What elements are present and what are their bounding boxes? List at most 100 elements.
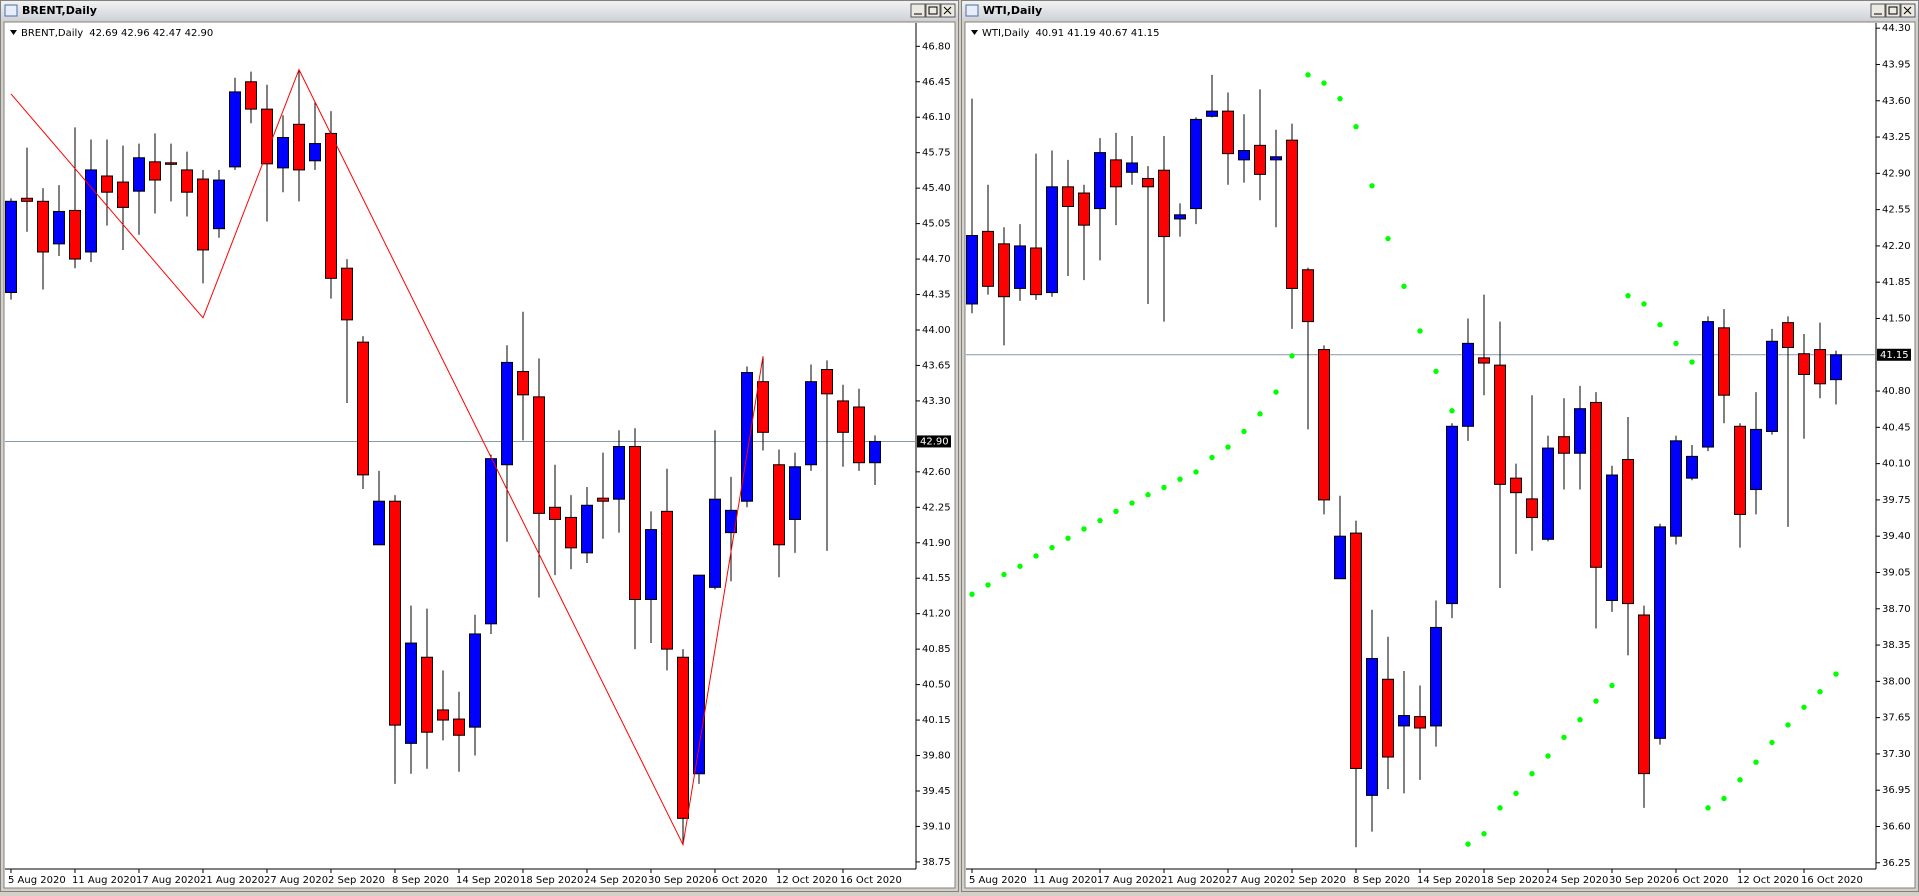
psar-dot — [1817, 689, 1823, 695]
zigzag-line — [10, 68, 764, 847]
candle-body — [757, 381, 769, 433]
psar-dot — [1481, 831, 1487, 837]
candle-body — [1638, 614, 1650, 775]
y-tick-label: 36.95 — [1882, 785, 1911, 796]
header-arrow — [971, 30, 978, 35]
candle-body — [1382, 678, 1394, 758]
x-tick-label: 27 Aug 2020 — [1225, 875, 1289, 886]
minimize-button[interactable] — [910, 3, 926, 18]
psar-dot — [985, 582, 991, 588]
candle-body — [37, 200, 49, 253]
title-bar — [1, 1, 958, 20]
candle-body — [1126, 162, 1138, 173]
psar-dot — [1257, 411, 1263, 417]
psar-dot — [1225, 444, 1231, 450]
y-tick-label: 39.75 — [1882, 495, 1911, 506]
maximize-button[interactable] — [925, 3, 941, 18]
candle-body — [149, 161, 161, 181]
psar-dot — [1177, 476, 1183, 482]
psar-dot — [1641, 301, 1647, 307]
psar-dot — [1193, 469, 1199, 475]
plot — [966, 72, 1876, 848]
y-tick-label: 46.10 — [922, 112, 951, 123]
x-tick-label: 27 Aug 2020 — [264, 875, 328, 886]
candle-body — [805, 381, 817, 466]
psar-dot — [1689, 359, 1695, 365]
plot — [5, 68, 916, 847]
psar-dot — [1385, 235, 1391, 242]
window-title: BRENT,Daily — [22, 4, 97, 17]
candle-body — [725, 509, 737, 534]
psar-dot — [969, 591, 975, 597]
psar-dot — [1001, 571, 1007, 578]
x-tick-label: 12 Oct 2020 — [1737, 875, 1799, 886]
psar-dot — [1785, 722, 1791, 728]
candle-body — [277, 136, 289, 169]
candle-body — [982, 230, 994, 287]
candle-body — [709, 498, 721, 588]
candle-body — [117, 181, 129, 208]
candle-body — [1414, 716, 1426, 729]
y-tick-label: 46.45 — [922, 77, 951, 88]
y-tick-label: 41.50 — [1882, 313, 1911, 324]
y-tick-label: 43.65 — [922, 360, 951, 371]
candle-body — [677, 656, 689, 819]
candle-body — [309, 143, 321, 162]
candle-body — [357, 341, 369, 476]
candle-body — [966, 235, 978, 305]
candle-body — [1574, 408, 1586, 454]
candle-body — [1446, 425, 1458, 605]
psar-dot — [1433, 368, 1439, 375]
psar-dot — [1577, 717, 1583, 723]
psar-dot — [1209, 454, 1215, 461]
y-tick-label: 38.70 — [1882, 604, 1911, 615]
psar-dot — [1369, 183, 1375, 189]
candle-body — [837, 400, 849, 433]
psar-dot — [1353, 123, 1359, 130]
candle-body — [1654, 526, 1666, 739]
candle-body — [261, 108, 273, 165]
candle-body — [1366, 658, 1378, 796]
x-tick-label: 8 Sep 2020 — [1353, 875, 1410, 886]
y-tick-label: 36.60 — [1882, 821, 1911, 832]
psar-dot — [1305, 72, 1311, 78]
minimize-button[interactable] — [1870, 3, 1886, 18]
x-tick-label: 11 Aug 2020 — [1033, 875, 1097, 886]
psar-dot — [1833, 671, 1839, 677]
candle-body — [1798, 353, 1810, 375]
psar-dot — [1241, 428, 1247, 435]
candle-body — [1398, 715, 1410, 727]
maximize-button[interactable] — [1885, 3, 1901, 18]
candle-body — [1462, 342, 1474, 427]
candle-body — [1734, 425, 1746, 515]
x-tick-label: 2 Sep 2020 — [328, 875, 385, 886]
window-icon — [965, 4, 979, 17]
y-tick-label: 43.60 — [1882, 96, 1911, 107]
header-values: 40.91 41.19 40.67 41.15 — [1035, 28, 1159, 39]
candle-body — [1622, 458, 1634, 605]
y-tick-label: 39.45 — [922, 786, 951, 797]
y-tick-label: 40.45 — [1882, 422, 1911, 433]
candle-body — [1174, 214, 1186, 220]
candle-body — [1110, 159, 1122, 188]
x-tick-label: 14 Sep 2020 — [456, 875, 519, 886]
candle-body — [1670, 440, 1682, 537]
candle-body — [1190, 118, 1202, 210]
y-tick-label: 42.25 — [922, 502, 951, 513]
candle-body — [1286, 139, 1298, 289]
candle-body — [341, 267, 353, 321]
candle-body — [197, 178, 209, 251]
psar-dot — [1401, 283, 1407, 290]
psar-dot — [1769, 739, 1775, 746]
y-tick-label: 44.30 — [1882, 23, 1911, 34]
candle-body — [1526, 498, 1538, 519]
y-tick-label: 36.25 — [1882, 858, 1911, 869]
candle-body — [101, 175, 113, 193]
candle-body — [1062, 186, 1074, 208]
y-tick-label: 41.90 — [922, 538, 951, 549]
candle-body — [1318, 349, 1330, 501]
candle-body — [325, 132, 337, 279]
y-tick-label: 42.60 — [922, 467, 951, 478]
x-tick-label: 5 Aug 2020 — [969, 875, 1027, 886]
psar-dot — [1705, 805, 1711, 811]
